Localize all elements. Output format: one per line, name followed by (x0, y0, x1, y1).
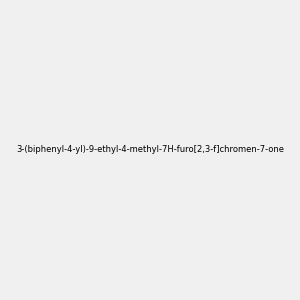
Text: 3-(biphenyl-4-yl)-9-ethyl-4-methyl-7H-furo[2,3-f]chromen-7-one: 3-(biphenyl-4-yl)-9-ethyl-4-methyl-7H-fu… (16, 146, 284, 154)
